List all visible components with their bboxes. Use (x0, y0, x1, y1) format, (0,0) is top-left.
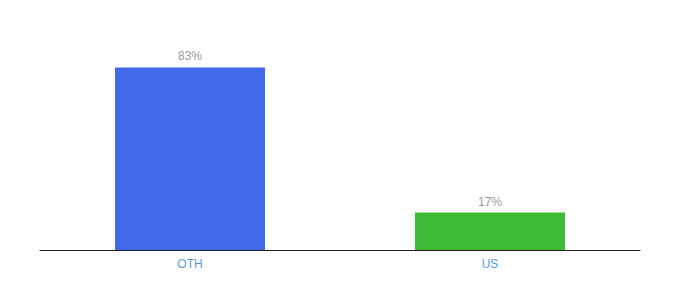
svg-text:17%: 17% (478, 195, 502, 209)
svg-text:OTH: OTH (177, 257, 202, 271)
svg-text:US: US (482, 257, 499, 271)
svg-text:83%: 83% (178, 49, 202, 63)
